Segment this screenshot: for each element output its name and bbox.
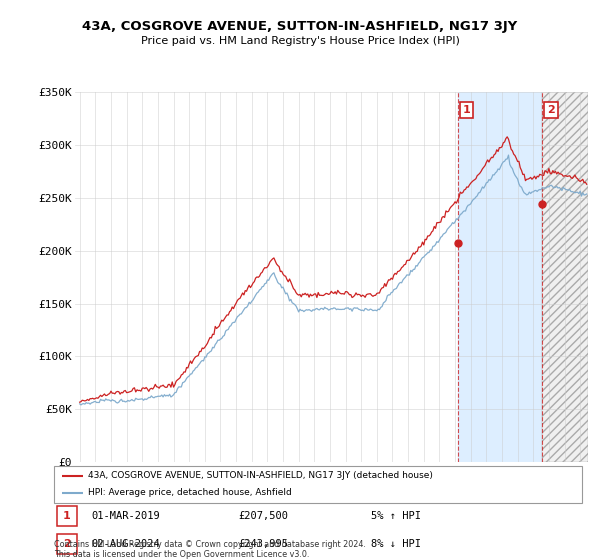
FancyBboxPatch shape (56, 506, 77, 526)
Text: 02-AUG-2024: 02-AUG-2024 (91, 539, 160, 549)
Text: 2: 2 (547, 105, 555, 115)
Text: 2: 2 (63, 539, 71, 549)
FancyBboxPatch shape (56, 534, 77, 554)
Text: £207,500: £207,500 (239, 511, 289, 521)
Text: 5% ↑ HPI: 5% ↑ HPI (371, 511, 421, 521)
Bar (542, 92, 588, 462)
Text: 1: 1 (63, 511, 71, 521)
Text: HPI: Average price, detached house, Ashfield: HPI: Average price, detached house, Ashf… (88, 488, 292, 497)
Text: 01-MAR-2019: 01-MAR-2019 (91, 511, 160, 521)
Text: 1: 1 (463, 105, 470, 115)
Text: Contains HM Land Registry data © Crown copyright and database right 2024.
This d: Contains HM Land Registry data © Crown c… (54, 540, 366, 559)
Text: Price paid vs. HM Land Registry's House Price Index (HPI): Price paid vs. HM Land Registry's House … (140, 36, 460, 46)
Text: 43A, COSGROVE AVENUE, SUTTON-IN-ASHFIELD, NG17 3JY (detached house): 43A, COSGROVE AVENUE, SUTTON-IN-ASHFIELD… (88, 471, 433, 480)
Text: £243,995: £243,995 (239, 539, 289, 549)
Bar (458, 92, 542, 462)
Text: 43A, COSGROVE AVENUE, SUTTON-IN-ASHFIELD, NG17 3JY: 43A, COSGROVE AVENUE, SUTTON-IN-ASHFIELD… (82, 20, 518, 32)
Bar (542, 92, 588, 462)
Text: 8% ↓ HPI: 8% ↓ HPI (371, 539, 421, 549)
